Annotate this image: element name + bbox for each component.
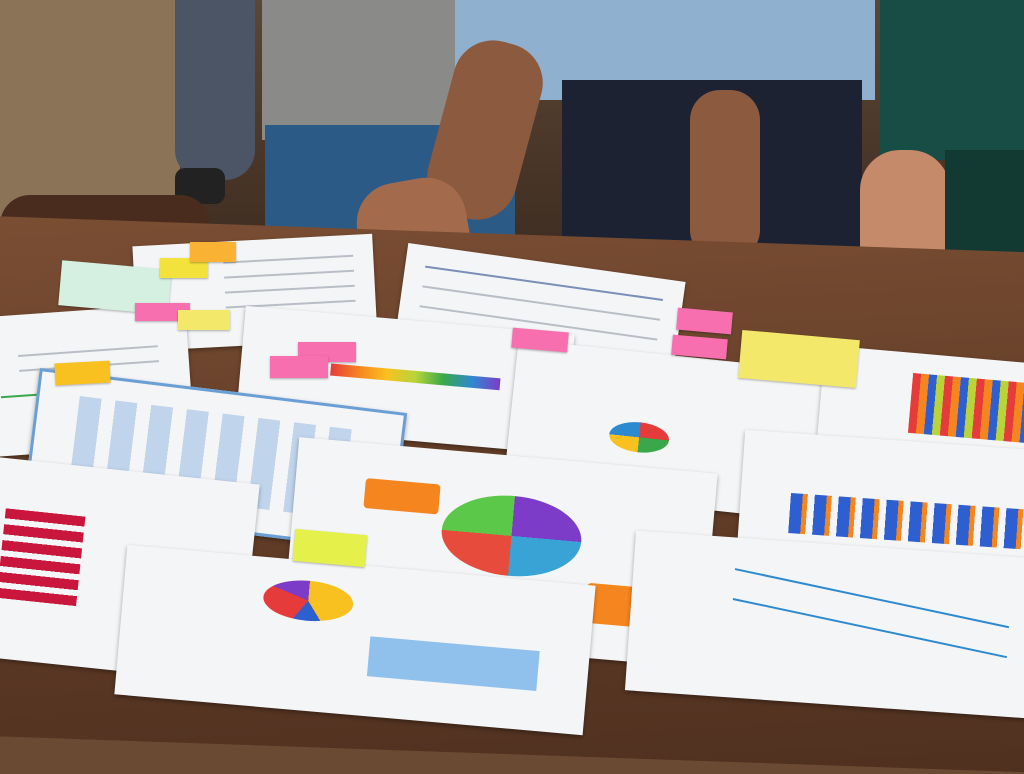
- arm-right-blue-shirt: [690, 90, 760, 260]
- sticky-note-lime: [292, 528, 368, 568]
- red-bars: [0, 508, 86, 607]
- rainbow-bars: [330, 363, 501, 391]
- donut-chart: [438, 489, 585, 582]
- sticky-note-yellow: [160, 258, 208, 278]
- bar-chart: [788, 493, 1024, 550]
- sticky-note-pink: [135, 303, 190, 321]
- sticky-note-pink: [270, 356, 328, 378]
- person-teal-jacket: [880, 0, 1024, 160]
- colorful-grid-chart: [907, 372, 1024, 445]
- pie-chart: [607, 419, 671, 456]
- orange-callout-left: [363, 478, 441, 515]
- sticky-note-pink: [676, 307, 733, 335]
- pie-chart-small: [261, 576, 355, 625]
- sticky-note-yellow: [54, 360, 111, 386]
- sticky-note-yellow: [738, 329, 860, 389]
- sticky-note-orange: [190, 242, 236, 262]
- sticky-note-yellow: [178, 310, 230, 330]
- person-khaki-pants: [0, 0, 180, 230]
- document-line-chart: [624, 530, 1024, 720]
- person-patterned-shirt-arm: [175, 0, 255, 180]
